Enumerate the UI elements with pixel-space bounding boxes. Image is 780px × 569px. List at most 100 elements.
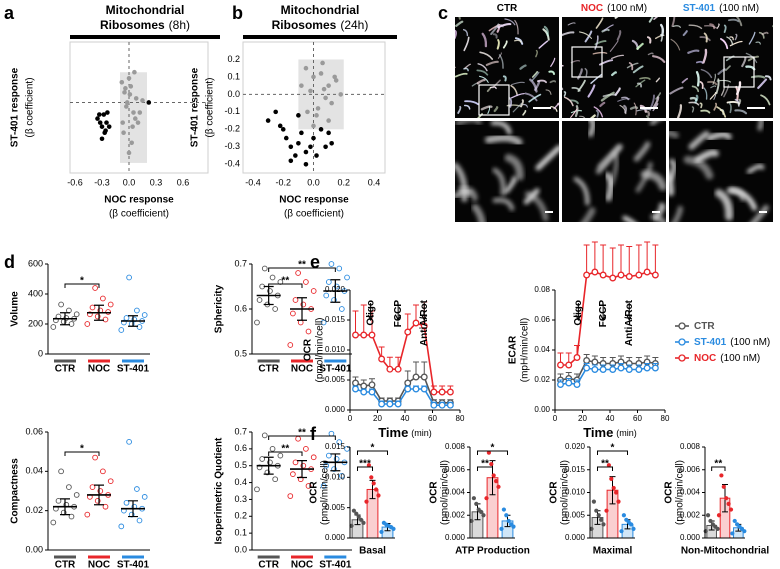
x-tick-label: 0.0: [123, 177, 136, 187]
point: [344, 446, 350, 452]
point: [272, 306, 279, 312]
point: [123, 499, 130, 506]
mitochondrion: [549, 80, 557, 84]
point: [651, 364, 659, 372]
mitochondrion: [595, 17, 604, 29]
point: [259, 456, 266, 462]
y-tick-label: 0.015: [325, 442, 346, 451]
legend-entry: CTR: [694, 321, 715, 332]
mitochondrion: [522, 109, 527, 116]
mitochondrion: [707, 80, 718, 86]
point: [326, 118, 331, 123]
mitochondrion: [562, 64, 564, 67]
point: [290, 310, 296, 317]
mitochondrion: [492, 79, 501, 89]
panel-letter: e: [310, 252, 320, 272]
point: [303, 279, 309, 285]
x-axis-note: (min): [616, 428, 637, 438]
mitochondrion: [457, 186, 478, 202]
y-axis-label: Compactness: [10, 458, 21, 524]
error-bar: [609, 247, 616, 278]
y-tick-label: -0.4: [224, 159, 240, 169]
mitochondrion: [709, 23, 716, 30]
y-tick-label: 600: [28, 258, 43, 268]
point: [351, 508, 356, 513]
point: [591, 268, 599, 276]
mitochondrion: [464, 63, 471, 69]
x-tick-label: 0.3: [150, 177, 163, 187]
mitochondrion: [670, 38, 681, 51]
x-tick-label: 60: [633, 414, 642, 423]
mitochondrion: [523, 188, 540, 205]
y-tick-label: 0.005: [325, 375, 346, 384]
point: [583, 271, 591, 279]
mitochondrion: [563, 96, 574, 107]
point: [651, 271, 659, 279]
mitochondrion: [614, 87, 621, 96]
mitochondrion: [734, 33, 738, 41]
mitochondrion: [709, 91, 717, 100]
point: [430, 401, 438, 409]
x-tick-label: -0.6: [67, 177, 83, 187]
x-axis-note: (β coefficient): [284, 209, 344, 220]
mitochondrion: [477, 63, 488, 72]
y-tick-label: 0.2: [234, 511, 247, 521]
mitochondrion: [734, 109, 748, 115]
point: [360, 382, 368, 390]
point: [296, 113, 301, 118]
mitochondrion: [741, 56, 747, 68]
point: [107, 301, 114, 308]
mitochondrion: [723, 24, 727, 33]
micrograph-content: [669, 121, 770, 222]
y-tick-label: 0.000: [445, 533, 466, 542]
y-tick-label: 0.06: [25, 426, 43, 436]
mitochondrion: [462, 28, 469, 37]
mitochondrion: [715, 78, 720, 95]
mitochondrion: [755, 41, 761, 45]
micrograph-content: [562, 17, 666, 118]
mitochondrion: [614, 17, 619, 19]
point: [261, 432, 268, 439]
x-tick-label: 0: [553, 414, 558, 423]
mitochondrion: [726, 36, 734, 46]
point: [484, 496, 489, 501]
point: [371, 481, 376, 486]
y-tick-label: 0.7: [234, 426, 247, 436]
mitochondrion: [611, 54, 624, 60]
point: [106, 124, 112, 129]
mitochondrion: [543, 25, 549, 37]
point: [624, 517, 629, 522]
legend-name: NOC: [694, 353, 716, 364]
mitochondrion: [714, 189, 734, 221]
point: [338, 472, 345, 479]
point: [735, 522, 740, 527]
point: [621, 513, 627, 518]
point: [136, 324, 143, 330]
significance-bracket: [268, 451, 303, 456]
point: [126, 274, 132, 281]
error-bar: [360, 304, 367, 335]
point: [128, 84, 134, 89]
point: [368, 331, 376, 339]
x-tick-label: CTR: [258, 560, 279, 569]
point: [132, 69, 137, 75]
mitochondrion: [590, 73, 603, 84]
point: [352, 331, 359, 339]
point: [591, 358, 599, 366]
point: [102, 316, 109, 323]
significance-label: *: [491, 443, 495, 454]
mitochondrion: [746, 164, 765, 174]
mitochondrion: [497, 23, 512, 29]
x-tick-label: 80: [456, 414, 465, 423]
point: [303, 446, 309, 452]
mitochondrion: [669, 158, 677, 182]
x-tick-label: -0.2: [275, 177, 291, 187]
mitochondrion: [604, 172, 615, 202]
mitochondrion: [645, 115, 650, 118]
column-header: CTR: [497, 3, 518, 14]
y-tick-label: 0.5: [234, 460, 247, 470]
point: [412, 373, 420, 381]
significance-label: **: [481, 459, 489, 470]
legend-note: (100 nM): [730, 337, 770, 348]
mitochondrion: [538, 40, 549, 49]
